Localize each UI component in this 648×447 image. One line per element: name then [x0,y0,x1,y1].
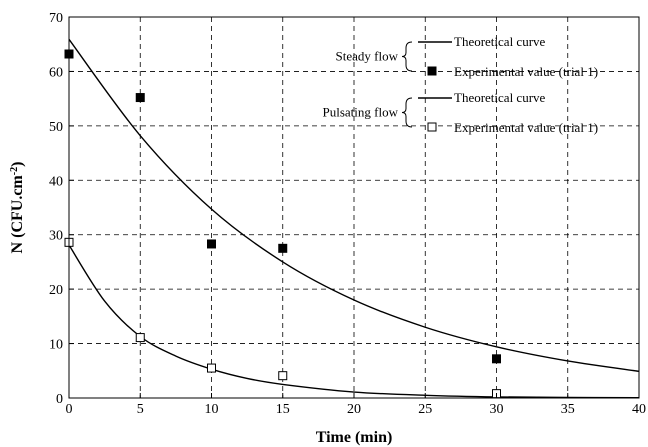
x-axis-title: Time (min) [316,429,393,446]
x-tick-label: 30 [490,402,504,417]
x-tick-label: 40 [632,402,646,417]
steady-flow-experimental-point [135,93,145,103]
legend-marker-sample [427,122,437,132]
grid-lines [69,17,639,398]
legend: Steady flow Theoretical curve Experimental… [323,34,599,135]
y-tick-label: 60 [49,65,63,80]
x-axis-ticks: 0 5 10 15 20 25 30 35 40 [66,393,646,417]
y-tick-label: 10 [49,338,63,353]
x-tick-label: 5 [137,402,144,417]
y-axis-title: N (CFU.cm-2) [9,162,27,254]
pulsating-flow-experimental-point [135,333,145,343]
y-axis-title-superscript: -2 [9,167,20,175]
y-tick-label: 30 [49,229,63,244]
legend-group-label: Pulsating flow [323,105,399,120]
steady-flow-experimental-point [278,243,288,253]
y-axis-title-close: ) [9,162,26,167]
pulsating-flow-experimental-point [278,371,288,381]
pulsating-flow-theoretical-curve [68,244,640,399]
x-tick-label: 25 [418,402,432,417]
legend-group-label: Steady flow [336,49,399,64]
x-tick-label: 0 [66,402,73,417]
y-tick-label: 50 [49,120,63,135]
steady-flow-experimental-point [492,354,501,364]
steady-flow-theoretical-curve [68,38,640,373]
x-tick-label: 10 [205,402,219,417]
legend-brace [401,41,413,72]
legend-marker-sample [427,66,437,76]
y-axis-ticks: 0 10 20 30 40 50 60 70 [49,11,74,407]
y-tick-label: 0 [56,392,63,407]
y-axis-title-main: N (CFU.cm [9,175,26,254]
legend-curve-label: Theoretical curve [454,34,546,49]
y-tick-label: 40 [49,174,63,189]
steady-flow-experimental-point [207,239,216,249]
x-tick-label: 20 [347,402,361,417]
y-tick-label: 70 [49,11,63,26]
legend-points-label: Experimental value (trial 1) [454,64,598,79]
legend-brace [401,97,413,128]
legend-curve-label: Theoretical curve [454,90,546,105]
x-tick-label: 15 [276,402,290,417]
pulsating-flow-experimental-point [207,363,216,373]
x-tick-label: 35 [561,402,575,417]
legend-points-label: Experimental value (trial 1) [454,120,598,135]
y-tick-label: 20 [49,283,63,298]
